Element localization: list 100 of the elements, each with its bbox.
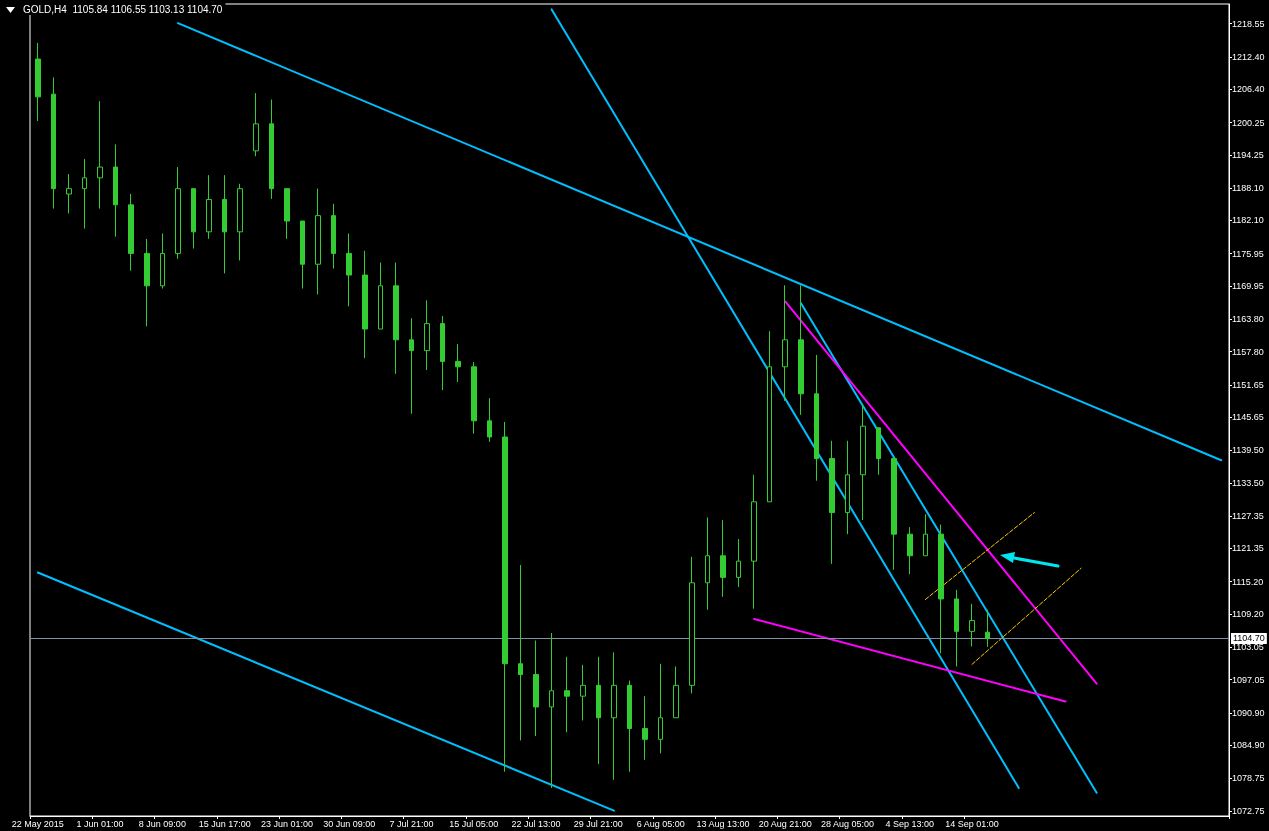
candlestick	[907, 526, 913, 575]
x-tick-label: 7 Jul 21:00	[389, 818, 434, 829]
candlestick	[424, 299, 430, 371]
candlestick	[315, 188, 321, 295]
y-tick-label: 1169.95	[1232, 281, 1264, 292]
y-tick-label: 1115.20	[1232, 576, 1264, 587]
y-tick-label: 1127.35	[1232, 511, 1264, 522]
x-tick-label: 15 Jul 05:00	[449, 818, 499, 829]
x-tick-label: 13 Aug 13:00	[696, 818, 750, 829]
candlestick	[642, 695, 648, 761]
candlestick	[206, 174, 212, 240]
candlestick	[720, 519, 726, 598]
candlestick	[518, 564, 523, 741]
candlestick	[782, 284, 788, 402]
chart-title: GOLD,H4 1105.84 1106.55 1103.13 1104.70	[23, 3, 223, 15]
candlestick	[97, 100, 103, 210]
y-tick-label: 1194.25	[1232, 149, 1264, 160]
y-tick-label: 1157.80	[1232, 346, 1264, 357]
y-tick-label: 1139.50	[1232, 445, 1264, 456]
candlestick	[487, 397, 492, 443]
candlestick	[985, 609, 990, 648]
candlestick	[923, 513, 928, 557]
x-tick-label: 6 Aug 05:00	[636, 818, 685, 829]
y-tick-label: 1175.95	[1232, 248, 1264, 259]
x-tick-label: 20 Aug 21:00	[758, 818, 812, 829]
x-tick-label: 14 Sep 01:00	[945, 818, 999, 829]
candlestick	[269, 99, 274, 200]
candlestick	[440, 315, 445, 391]
candlestick	[455, 343, 461, 383]
y-tick-label: 1084.90	[1232, 740, 1265, 751]
y-tick-label: 1206.40	[1232, 84, 1265, 95]
x-tick-label: 29 Jul 21:00	[573, 818, 623, 829]
ref-line-label: 1104.70	[1233, 633, 1265, 644]
x-tick-label: 23 Jun 01:00	[260, 818, 313, 829]
candlestick	[393, 262, 399, 375]
candlestick	[471, 361, 477, 435]
x-tick-label: 30 Jun 09:00	[323, 818, 376, 829]
candlestick	[66, 173, 72, 214]
candlestick	[35, 42, 41, 122]
y-tick-label: 1121.35	[1232, 543, 1264, 554]
y-tick-label: 1145.65	[1232, 412, 1264, 423]
candlestick	[502, 421, 508, 773]
y-tick-label: 1072.75	[1232, 805, 1265, 816]
candlestick	[222, 174, 227, 274]
candlestick	[191, 188, 196, 250]
candlestick	[362, 250, 368, 359]
candlestick	[331, 203, 336, 270]
y-tick-label: 1182.10	[1232, 215, 1264, 226]
candlestick	[814, 354, 819, 482]
candlestick	[128, 193, 134, 272]
candlestick	[751, 474, 757, 610]
candlestick	[767, 330, 772, 503]
candlestick	[705, 516, 710, 611]
x-tick-label: 1 Jun 01:00	[76, 818, 124, 829]
candlestick	[969, 603, 975, 647]
candlestick	[736, 538, 741, 588]
candlestick	[829, 440, 835, 565]
candlestick	[673, 665, 679, 719]
y-tick-label: 1212.40	[1232, 51, 1265, 62]
candlestick	[409, 317, 414, 415]
x-tick-label: 22 Jul 13:00	[511, 818, 561, 829]
candlestick	[82, 158, 87, 230]
candlestick	[611, 651, 617, 781]
candlestick	[580, 664, 586, 721]
candlestick	[845, 440, 850, 535]
candlestick	[627, 679, 632, 773]
candlestick	[175, 166, 181, 260]
candlestick	[938, 523, 944, 654]
y-tick-label: 1163.80	[1232, 314, 1264, 325]
candlestick	[253, 92, 259, 157]
x-tick-label: 15 Jun 17:00	[198, 818, 251, 829]
candlestick	[564, 656, 570, 733]
y-tick-label: 1151.65	[1232, 379, 1264, 390]
y-tick-label: 1090.90	[1232, 707, 1265, 718]
candlestick	[300, 220, 305, 290]
candlestick	[596, 656, 601, 765]
y-tick-label: 1133.50	[1232, 477, 1264, 488]
y-tick-label: 1097.05	[1232, 674, 1265, 685]
y-tick-label: 1078.75	[1232, 773, 1265, 784]
x-tick-label: 28 Aug 05:00	[820, 818, 875, 829]
x-tick-label: 8 Jun 09:00	[138, 818, 186, 829]
y-tick-label: 1218.55	[1232, 18, 1265, 29]
candlestick	[237, 183, 243, 261]
candlestick	[689, 556, 695, 694]
candlestick	[798, 284, 804, 416]
candlestick	[378, 262, 383, 330]
candlestick	[160, 232, 165, 290]
candlestick	[284, 188, 290, 240]
x-tick-label: 22 May 2015	[11, 818, 64, 829]
candlestick	[533, 640, 539, 737]
candlestick	[891, 458, 897, 571]
candlestick	[113, 143, 118, 238]
candlestick	[51, 76, 56, 210]
candlestick	[954, 589, 959, 667]
y-tick-label: 1103.05	[1232, 642, 1264, 653]
candlestick	[549, 632, 554, 789]
candlestick	[144, 238, 150, 327]
candlestick	[876, 427, 881, 476]
x-tick-label: 4 Sep 13:00	[885, 818, 935, 829]
y-tick-label: 1109.20	[1232, 609, 1264, 620]
